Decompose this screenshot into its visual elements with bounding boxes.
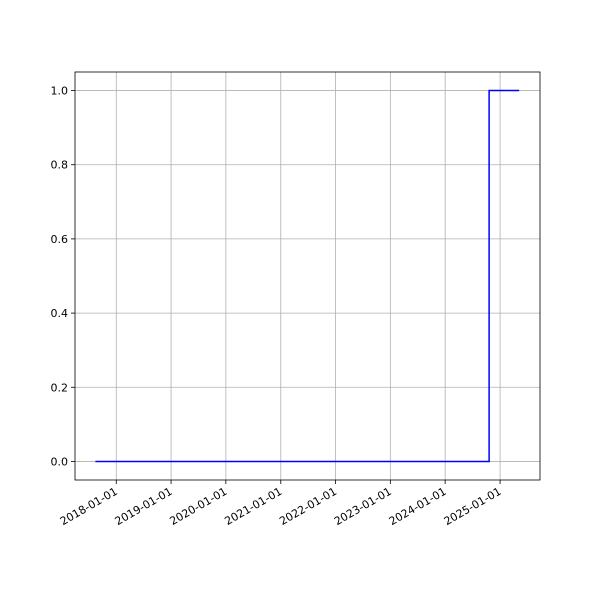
plot-frame bbox=[74, 71, 541, 481]
y-tick-label: 0.2 bbox=[51, 381, 69, 394]
line bbox=[95, 89, 520, 463]
y-tick-label: 0.8 bbox=[51, 159, 69, 172]
y-tick-label: 0.0 bbox=[51, 455, 69, 468]
y-tick-label: 0.4 bbox=[51, 307, 69, 320]
y-tick-label: 0.6 bbox=[51, 233, 69, 246]
y-tick-label: 1.0 bbox=[51, 85, 69, 98]
